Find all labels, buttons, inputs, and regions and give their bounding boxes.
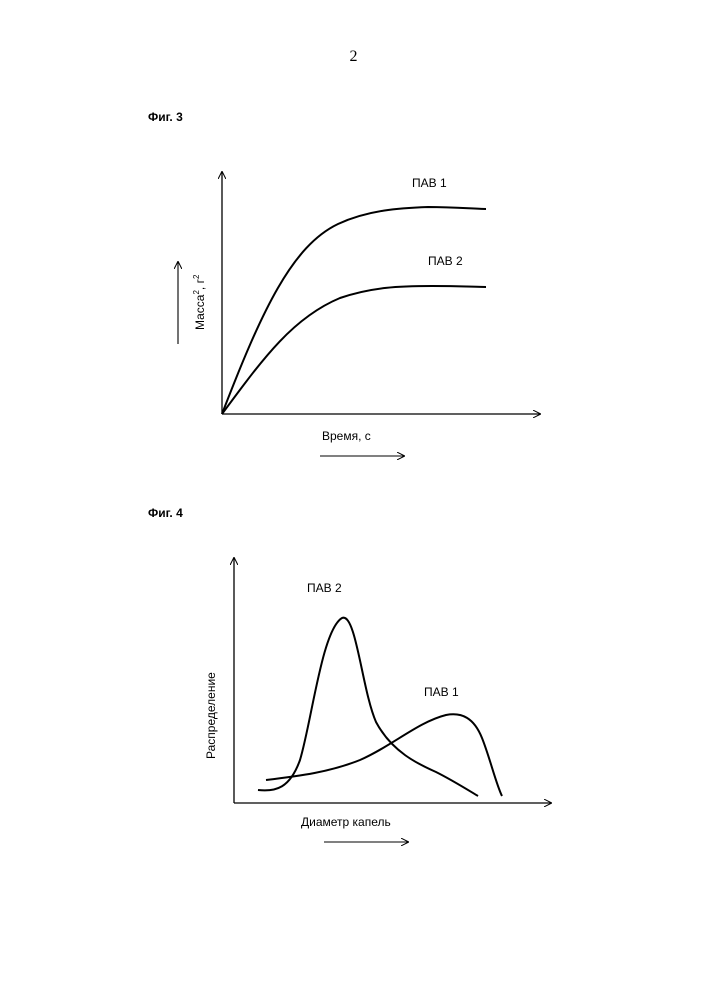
fig4-x-axis-label: Диаметр капель: [301, 815, 391, 829]
figures-canvas: ПАВ 1 ПАВ 2 Масса2, г2 Время, с ПАВ 2 ПА…: [0, 0, 707, 1000]
fig4-legend-pav1: ПАВ 1: [424, 685, 459, 699]
fig4-series-pav2-line: [258, 618, 478, 796]
fig4-y-axis-label: Распределение: [204, 672, 218, 759]
fig3-x-axis-label: Время, с: [322, 429, 371, 443]
fig4-legend-pav2: ПАВ 2: [307, 581, 342, 595]
fig3-legend-pav2: ПАВ 2: [428, 254, 463, 268]
fig3-y-axis-label: Масса2, г2: [192, 274, 207, 330]
figure-4-chart: ПАВ 2 ПАВ 1 Распределение Диаметр капель: [204, 558, 551, 842]
fig3-legend-pav1: ПАВ 1: [412, 176, 447, 190]
fig3-series-pav2-line: [222, 286, 486, 414]
fig3-series-pav1-line: [222, 207, 486, 414]
figure-3-chart: ПАВ 1 ПАВ 2 Масса2, г2 Время, с: [178, 172, 540, 456]
